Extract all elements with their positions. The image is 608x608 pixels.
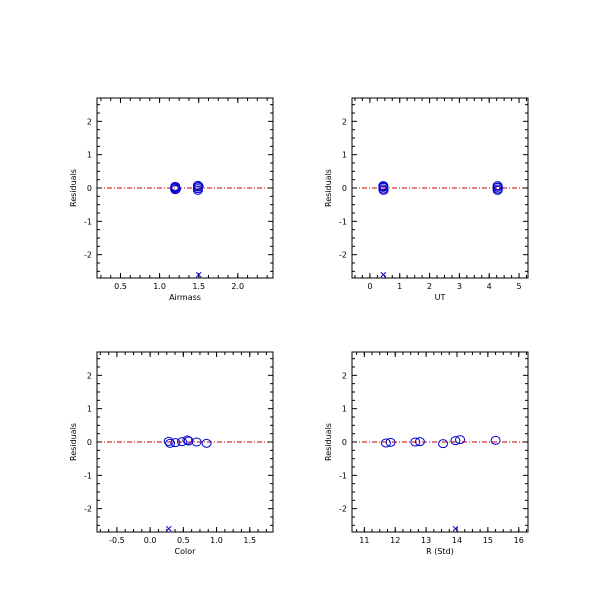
data-point xyxy=(450,436,461,446)
x-tick-label: 1.5 xyxy=(243,536,256,545)
x-tick-label: 0.5 xyxy=(177,536,190,545)
y-tick-label: -2 xyxy=(339,251,347,260)
data-point xyxy=(163,436,174,446)
data-point xyxy=(170,185,181,195)
x-tick-label: 5 xyxy=(517,282,522,291)
x-tick-label: 3 xyxy=(457,282,462,291)
data-point xyxy=(414,437,425,447)
x-axis-label: Airmass xyxy=(169,293,201,302)
x-tick-label: 0.5 xyxy=(114,282,127,291)
y-tick-label: -2 xyxy=(84,505,92,514)
y-tick-label: 2 xyxy=(87,117,92,126)
data-point xyxy=(378,185,389,195)
y-tick-label: -1 xyxy=(339,217,347,226)
y-tick-label: 2 xyxy=(342,371,347,380)
x-tick-label: -0.5 xyxy=(109,536,125,545)
rejected-point xyxy=(452,525,459,532)
y-tick-label: 0 xyxy=(87,438,92,447)
data-point xyxy=(201,438,212,448)
y-tick-label: 1 xyxy=(87,405,92,414)
x-tick-label: 16 xyxy=(514,536,524,545)
y-axis-label: Residuals xyxy=(324,169,333,207)
y-tick-label: -2 xyxy=(84,251,92,260)
x-tick-label: 13 xyxy=(421,536,431,545)
x-tick-label: 1.0 xyxy=(210,536,223,545)
data-point xyxy=(191,437,202,447)
y-tick-label: -1 xyxy=(84,217,92,226)
x-axis-label: R (Std) xyxy=(426,547,454,556)
data-point xyxy=(492,185,503,195)
x-tick-label: 4 xyxy=(487,282,492,291)
x-axis-label: UT xyxy=(435,293,446,302)
data-point xyxy=(183,436,194,446)
x-tick-label: 2.0 xyxy=(231,282,244,291)
data-point xyxy=(177,437,188,447)
data-point xyxy=(378,182,389,192)
panel-color: -2 -1 0 1 2 -0.5 0.0 0.5 1.0 1.5 Color Residuals xyxy=(69,351,274,556)
x-tick-label: 0 xyxy=(367,282,372,291)
x-tick-label: 2 xyxy=(427,282,432,291)
y-tick-label: -1 xyxy=(84,471,92,480)
data-point xyxy=(165,438,176,448)
y-tick-label: 0 xyxy=(342,184,347,193)
x-tick-label: 1 xyxy=(397,282,402,291)
y-tick-label: 0 xyxy=(87,184,92,193)
y-tick-label: 2 xyxy=(87,371,92,380)
data-point xyxy=(492,182,503,192)
rejected-point xyxy=(195,271,202,278)
data-point xyxy=(380,438,391,448)
x-tick-label: 14 xyxy=(452,536,462,545)
x-tick-label: 1.0 xyxy=(153,282,166,291)
x-tick-label: 1.5 xyxy=(192,282,205,291)
x-tick-label: 15 xyxy=(483,536,493,545)
y-tick-label: 1 xyxy=(342,151,347,160)
y-tick-label: 0 xyxy=(342,438,347,447)
y-tick-label: -2 xyxy=(339,505,347,514)
y-axis-label: Residuals xyxy=(69,423,78,461)
data-point xyxy=(193,181,204,191)
rejected-point xyxy=(380,271,387,278)
y-tick-label: 1 xyxy=(342,405,347,414)
x-tick-label: 11 xyxy=(359,536,369,545)
y-tick-label: -1 xyxy=(339,471,347,480)
y-tick-label: 2 xyxy=(342,117,347,126)
y-axis-label: Residuals xyxy=(69,169,78,207)
x-tick-label: 0.0 xyxy=(144,536,157,545)
data-point xyxy=(455,435,466,445)
data-point xyxy=(490,435,501,445)
x-axis-label: Color xyxy=(175,547,197,556)
y-tick-label: 1 xyxy=(87,151,92,160)
data-point xyxy=(182,435,193,445)
data-point xyxy=(192,185,203,195)
data-point xyxy=(171,184,182,194)
panel-airmass: -2 -1 0 1 2 0.5 1.0 1.5 2.0 Airmass Residuals xyxy=(69,97,274,302)
y-axis-label: Residuals xyxy=(324,423,333,461)
rejected-point xyxy=(165,525,172,532)
data-point xyxy=(385,437,396,447)
data-point xyxy=(410,437,421,447)
x-tick-label: 12 xyxy=(390,536,400,545)
data-point xyxy=(438,439,449,449)
panel-ut: -2 -1 0 1 2 0 1 2 3 4 5 UT Residuals xyxy=(324,97,529,302)
data-point xyxy=(170,438,181,448)
